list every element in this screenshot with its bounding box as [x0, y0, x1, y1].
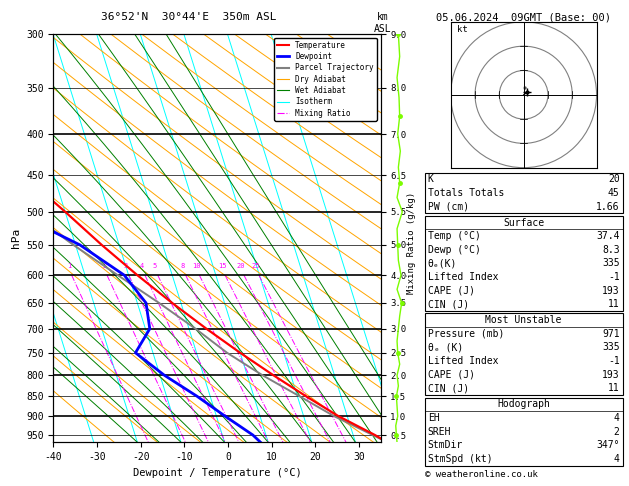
- Bar: [425, 398, 623, 466]
- Text: 1: 1: [67, 263, 71, 269]
- Text: Most Unstable: Most Unstable: [486, 315, 562, 325]
- Text: EH: EH: [428, 413, 440, 423]
- Text: Hodograph: Hodograph: [497, 399, 550, 409]
- Text: Mixing Ratio (g/kg): Mixing Ratio (g/kg): [408, 192, 416, 294]
- Text: Temp (°C): Temp (°C): [428, 231, 481, 241]
- Text: Dewp (°C): Dewp (°C): [428, 245, 481, 255]
- Text: 20: 20: [237, 263, 245, 269]
- Text: 335: 335: [602, 259, 620, 268]
- Text: StmSpd (kt): StmSpd (kt): [428, 454, 493, 464]
- Text: 25: 25: [252, 263, 260, 269]
- Text: SREH: SREH: [428, 427, 451, 436]
- Text: 5: 5: [153, 263, 157, 269]
- Text: θₑ(K): θₑ(K): [428, 259, 457, 268]
- Text: 2: 2: [102, 263, 106, 269]
- Bar: [425, 216, 623, 311]
- Text: 3: 3: [124, 263, 128, 269]
- Text: *: *: [523, 86, 527, 95]
- Legend: Temperature, Dewpoint, Parcel Trajectory, Dry Adiabat, Wet Adiabat, Isotherm, Mi: Temperature, Dewpoint, Parcel Trajectory…: [274, 38, 377, 121]
- Text: Pressure (mb): Pressure (mb): [428, 329, 504, 339]
- Text: km
ASL: km ASL: [374, 12, 391, 34]
- Text: -1: -1: [608, 272, 620, 282]
- Bar: [425, 173, 623, 213]
- Text: Lifted Index: Lifted Index: [428, 356, 498, 366]
- Text: 8.3: 8.3: [602, 245, 620, 255]
- Text: 4: 4: [614, 454, 620, 464]
- Text: 4: 4: [140, 263, 144, 269]
- Text: PW (cm): PW (cm): [428, 202, 469, 211]
- X-axis label: Dewpoint / Temperature (°C): Dewpoint / Temperature (°C): [133, 468, 301, 478]
- Text: 15: 15: [218, 263, 226, 269]
- Text: CIN (J): CIN (J): [428, 383, 469, 393]
- Text: 20: 20: [608, 174, 620, 184]
- Text: kt: kt: [457, 25, 467, 34]
- Text: CIN (J): CIN (J): [428, 299, 469, 309]
- Text: Totals Totals: Totals Totals: [428, 188, 504, 198]
- Text: 11: 11: [608, 299, 620, 309]
- Bar: [425, 313, 623, 395]
- Text: CAPE (J): CAPE (J): [428, 286, 475, 295]
- Text: 4: 4: [614, 413, 620, 423]
- Text: 1.66: 1.66: [596, 202, 620, 211]
- Text: K: K: [428, 174, 433, 184]
- Text: 971: 971: [602, 329, 620, 339]
- Text: 2: 2: [614, 427, 620, 436]
- Text: 11: 11: [608, 383, 620, 393]
- Text: © weatheronline.co.uk: © weatheronline.co.uk: [425, 469, 537, 479]
- Text: 36°52'N  30°44'E  350m ASL: 36°52'N 30°44'E 350m ASL: [101, 12, 277, 22]
- Text: StmDir: StmDir: [428, 440, 463, 450]
- Text: CAPE (J): CAPE (J): [428, 370, 475, 380]
- Text: θₑ (K): θₑ (K): [428, 343, 463, 352]
- Text: -1: -1: [608, 356, 620, 366]
- Text: 193: 193: [602, 286, 620, 295]
- Text: 45: 45: [608, 188, 620, 198]
- Text: 8: 8: [181, 263, 185, 269]
- Text: 37.4: 37.4: [596, 231, 620, 241]
- Text: 335: 335: [602, 343, 620, 352]
- Text: 10: 10: [192, 263, 201, 269]
- Text: 05.06.2024  09GMT (Base: 00): 05.06.2024 09GMT (Base: 00): [436, 12, 611, 22]
- Text: 193: 193: [602, 370, 620, 380]
- Text: Surface: Surface: [503, 218, 544, 227]
- Text: Lifted Index: Lifted Index: [428, 272, 498, 282]
- Text: 347°: 347°: [596, 440, 620, 450]
- Y-axis label: hPa: hPa: [11, 228, 21, 248]
